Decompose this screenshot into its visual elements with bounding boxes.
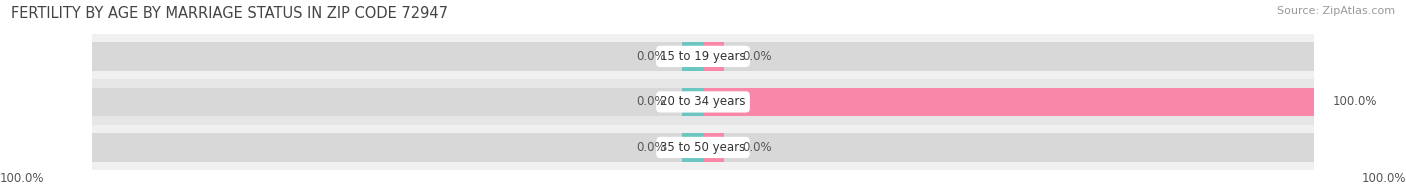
Bar [91, 34, 1315, 79]
Bar [91, 125, 1315, 170]
Text: 0.0%: 0.0% [637, 50, 666, 63]
Text: 35 to 50 years: 35 to 50 years [661, 141, 745, 154]
Bar [682, 42, 703, 71]
Text: FERTILITY BY AGE BY MARRIAGE STATUS IN ZIP CODE 72947: FERTILITY BY AGE BY MARRIAGE STATUS IN Z… [11, 6, 449, 21]
Bar [682, 133, 703, 162]
Bar [682, 88, 703, 116]
Text: 20 to 34 years: 20 to 34 years [661, 95, 745, 108]
Bar [91, 42, 703, 71]
Text: 0.0%: 0.0% [742, 141, 772, 154]
Bar [703, 133, 1315, 162]
Text: 0.0%: 0.0% [637, 141, 666, 154]
Text: 0.0%: 0.0% [742, 50, 772, 63]
Text: Source: ZipAtlas.com: Source: ZipAtlas.com [1277, 6, 1395, 16]
Bar [91, 133, 703, 162]
Text: 100.0%: 100.0% [1361, 172, 1406, 185]
Bar [703, 133, 724, 162]
Bar [703, 88, 1315, 116]
Text: 15 to 19 years: 15 to 19 years [661, 50, 745, 63]
Bar [91, 88, 703, 116]
Bar [703, 88, 1315, 116]
Bar [91, 79, 1315, 125]
Bar [703, 42, 724, 71]
Text: 0.0%: 0.0% [637, 95, 666, 108]
Text: 100.0%: 100.0% [0, 172, 45, 185]
Bar [703, 42, 1315, 71]
Text: 100.0%: 100.0% [1333, 95, 1376, 108]
